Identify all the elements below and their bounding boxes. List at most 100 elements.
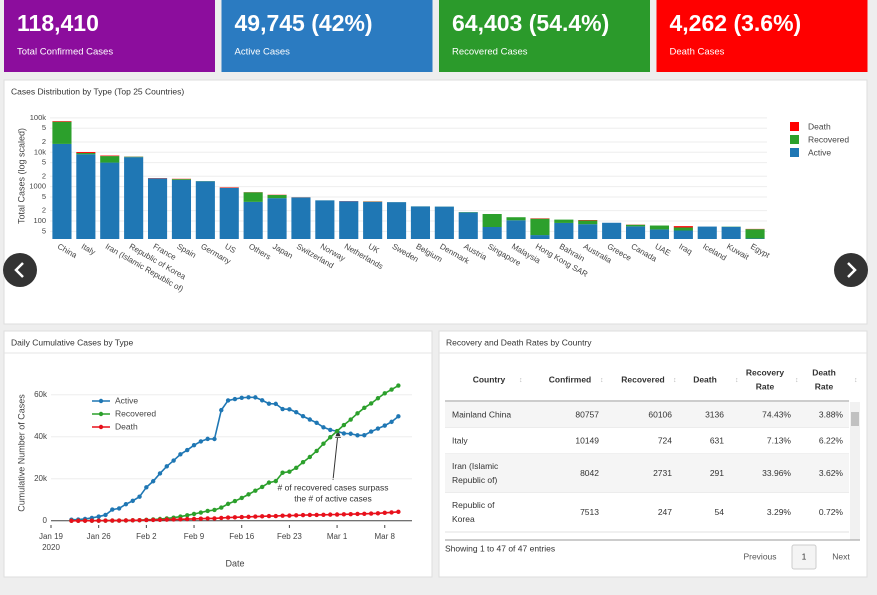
column-header[interactable]: Recovery	[746, 367, 785, 377]
table-row	[445, 402, 849, 428]
bar-segment	[554, 222, 574, 239]
bar-segment	[124, 156, 144, 158]
bar-segment	[339, 201, 359, 239]
series-point	[212, 436, 217, 442]
series-point	[273, 478, 278, 484]
carousel-prev[interactable]	[3, 253, 37, 287]
bar-segment	[100, 156, 120, 163]
series-point	[178, 517, 183, 522]
bar-segment	[315, 200, 335, 239]
table-row	[445, 428, 849, 454]
stat-card	[221, 0, 433, 72]
series-point	[368, 511, 374, 516]
cell: 7.13%	[767, 435, 792, 445]
bar-segment	[171, 179, 192, 180]
sort-icon: ↕	[519, 377, 523, 384]
series-point	[396, 383, 401, 388]
cell: 724	[658, 435, 672, 445]
column-header[interactable]: Country	[473, 374, 506, 384]
bar-segment	[195, 181, 215, 239]
cell: 54	[715, 507, 725, 517]
series-point	[137, 494, 142, 499]
x-year-label: 2020	[42, 543, 60, 552]
cell-country: Republic of	[452, 500, 495, 510]
series-point	[198, 439, 204, 444]
series-point	[382, 510, 387, 516]
bar-segment	[386, 202, 407, 239]
card-label: Death Cases	[670, 47, 725, 58]
column-header[interactable]: Rate	[815, 381, 834, 391]
series-point	[144, 485, 149, 490]
cell-country: Korea	[452, 514, 475, 524]
y-tick-label: 5	[42, 123, 46, 132]
series-point	[205, 508, 210, 514]
legend-label: Recovered	[808, 134, 849, 144]
bar-segment	[243, 201, 263, 239]
series-point	[123, 518, 129, 523]
series-point	[259, 514, 265, 519]
y-tick-label: 100k	[30, 113, 47, 122]
bar-segment	[721, 226, 741, 239]
series-point	[246, 514, 251, 520]
y-tick-label: 2	[42, 171, 46, 180]
x-tick-label: Feb 16	[229, 532, 254, 541]
series-point	[348, 431, 353, 436]
series-point	[144, 517, 149, 523]
series-point	[253, 514, 258, 519]
annotation-arrow	[332, 432, 339, 481]
series-point	[219, 515, 224, 521]
series-point	[164, 464, 169, 469]
cell-country: Republic of)	[452, 475, 498, 485]
column-header[interactable]: Recovered	[621, 374, 664, 384]
series-point	[232, 396, 238, 402]
cell-country: Italy	[452, 435, 468, 445]
legend-label: Active	[115, 395, 138, 405]
series-point	[389, 387, 394, 392]
series-point	[185, 513, 190, 518]
series-point	[76, 518, 81, 523]
series-point	[191, 516, 197, 522]
bar-segment	[602, 222, 622, 239]
card-label: Active Cases	[235, 47, 291, 58]
series-point	[164, 517, 169, 522]
x-tick-label: Jan 26	[87, 532, 112, 541]
series-point	[225, 515, 231, 520]
cell: 3.29%	[767, 507, 792, 517]
sort-icon: ↕	[795, 377, 799, 384]
y-tick-label: 40k	[34, 432, 48, 441]
bar-segment	[52, 121, 72, 122]
column-header[interactable]: Death	[812, 367, 836, 377]
series-point	[266, 513, 272, 519]
column-header[interactable]: Death	[693, 374, 717, 384]
series-point	[212, 516, 217, 521]
scrollbar-thumb[interactable]	[851, 412, 859, 426]
series-point	[212, 507, 217, 513]
series-point	[389, 419, 394, 425]
bar-segment	[52, 143, 72, 239]
scrollbar-track[interactable]	[850, 402, 860, 540]
series-point	[219, 407, 224, 413]
page-previous[interactable]: Previous	[743, 551, 776, 561]
series-point	[103, 518, 108, 523]
series-point	[341, 431, 347, 436]
series-point	[157, 471, 163, 476]
bar-segment	[100, 162, 120, 239]
series-point	[198, 510, 204, 515]
cell: 3.62%	[819, 468, 844, 478]
series-point	[191, 511, 197, 517]
arrow-head	[335, 429, 341, 438]
carousel-next[interactable]	[834, 253, 868, 287]
column-header[interactable]: Confirmed	[549, 374, 592, 384]
page-button[interactable]	[791, 544, 817, 570]
series-point	[266, 401, 272, 406]
series-point	[239, 514, 244, 520]
series-point	[96, 514, 101, 519]
column-header[interactable]: Rate	[756, 381, 775, 391]
bar-segment	[673, 227, 693, 231]
page-next[interactable]: Next	[832, 551, 850, 561]
x-tick-label: Mar 1	[327, 532, 348, 541]
series-point	[225, 398, 231, 403]
page-current[interactable]: 1	[802, 551, 807, 561]
series-point	[171, 517, 176, 522]
